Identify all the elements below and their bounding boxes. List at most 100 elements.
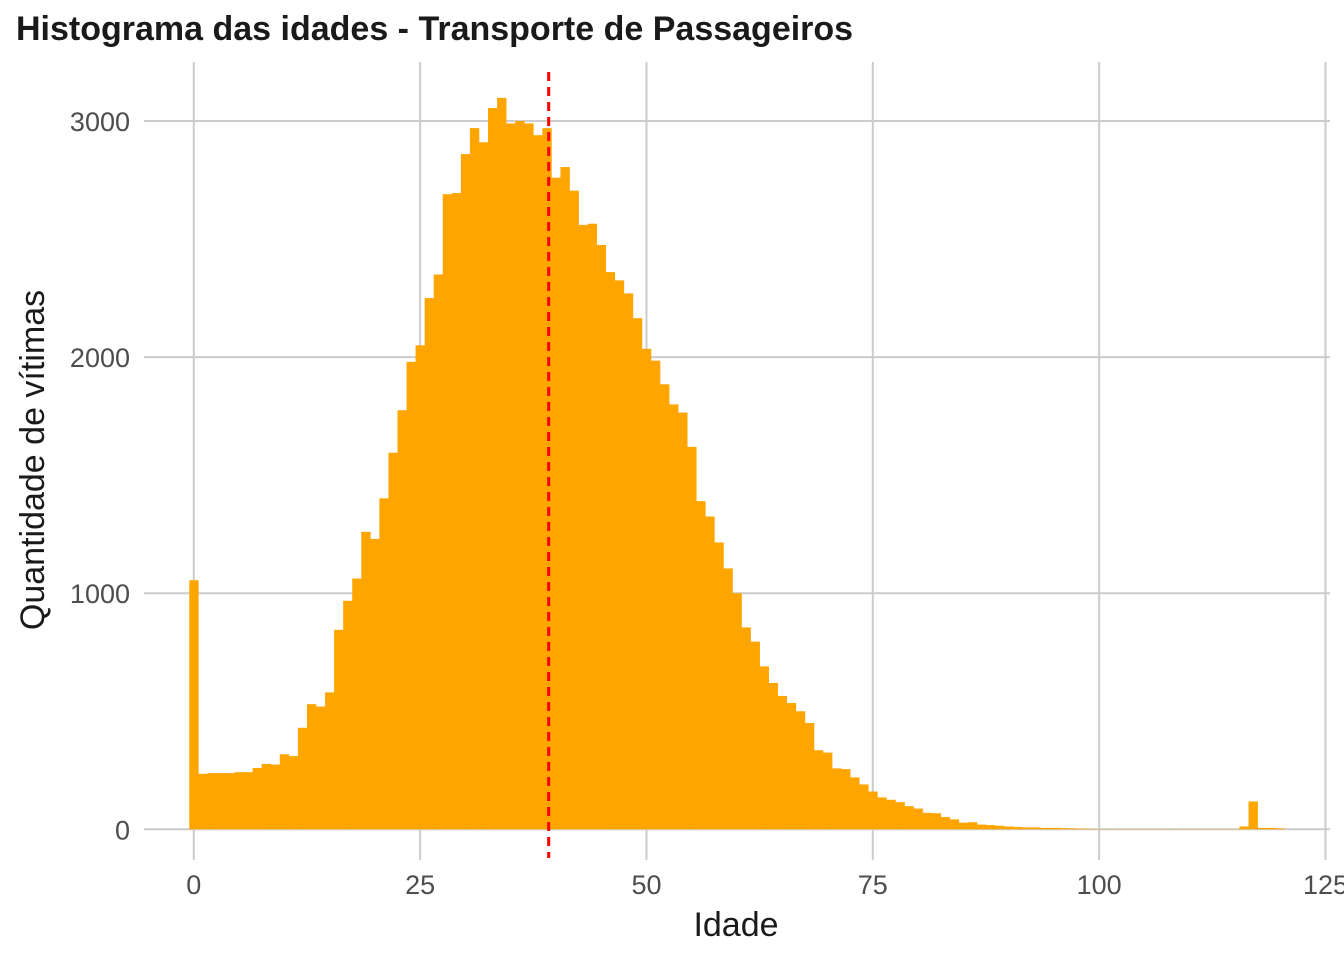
histogram-bar [632, 318, 643, 830]
x-tick-label: 25 [405, 870, 435, 900]
histogram-bar [1257, 827, 1267, 830]
histogram-bar [325, 692, 335, 830]
histogram-bar [750, 641, 760, 830]
histogram-bar [823, 752, 833, 830]
histogram-bar [931, 813, 942, 830]
histogram-bar [497, 97, 507, 830]
histogram-bar [1076, 828, 1086, 830]
histogram-bar [678, 412, 688, 830]
histogram-bar [777, 695, 788, 830]
histogram-bar [705, 516, 715, 830]
histogram-bar [261, 763, 272, 830]
histogram-bar [696, 501, 706, 830]
histogram-bar [660, 384, 670, 830]
histogram-bar [850, 777, 860, 830]
histogram-bar [279, 754, 290, 830]
histogram-bar [234, 772, 244, 830]
histogram-bar [424, 298, 435, 830]
x-axis-title: Idade [693, 906, 778, 944]
histogram-bar [940, 817, 951, 830]
histogram-bar [868, 791, 878, 830]
histogram-bar [995, 825, 1005, 830]
histogram-bar [741, 627, 751, 830]
histogram-bar [533, 135, 543, 830]
x-tick-label: 50 [631, 870, 661, 900]
histogram-bar [1058, 828, 1068, 830]
histogram-bar [759, 666, 769, 830]
histogram-bars [189, 97, 1286, 830]
histogram-bar [542, 128, 552, 830]
histogram-bar [469, 128, 480, 830]
histogram-bar [976, 824, 987, 830]
histogram-bar [958, 822, 969, 830]
histogram-bar [669, 404, 679, 830]
histogram-bar [297, 727, 308, 830]
histogram-bar [841, 769, 851, 830]
histogram-bar [804, 723, 815, 830]
y-tick-label: 0 [115, 815, 130, 845]
y-axis-title: Quantidade de vítimas [14, 290, 52, 630]
histogram-bar [478, 142, 489, 830]
histogram-bar [506, 123, 516, 830]
histogram-bar [569, 190, 579, 830]
y-tick-label: 2000 [70, 343, 130, 373]
histogram-bar [614, 280, 625, 830]
histogram-bar [379, 498, 389, 830]
histogram-bar [1067, 828, 1077, 830]
histogram-bar [1248, 801, 1258, 830]
histogram-bar [732, 593, 742, 830]
histogram-bar [1266, 827, 1276, 830]
histogram-bar [451, 193, 462, 830]
histogram-bar [895, 802, 905, 830]
histogram-bar [460, 154, 471, 830]
chart-title: Histograma das idades - Transporte de Pa… [16, 10, 853, 48]
histogram-bar [859, 784, 869, 830]
histogram-bar [397, 410, 407, 830]
histogram-bar [1275, 828, 1286, 830]
histogram-bar [270, 764, 281, 830]
histogram-bar [415, 345, 425, 830]
histogram-bar [306, 704, 317, 830]
histogram-bar [433, 274, 444, 830]
histogram-bar [515, 121, 525, 830]
histogram-bar [198, 773, 208, 830]
x-tick-label: 100 [1077, 870, 1122, 900]
histogram-bar [1239, 826, 1249, 830]
histogram-bar [207, 773, 217, 830]
histogram-bar [1031, 827, 1041, 830]
histogram-bar [352, 578, 362, 830]
histogram-bar [768, 682, 779, 830]
histogram-bar [886, 799, 896, 830]
histogram-bar [334, 629, 344, 830]
histogram-bar [243, 772, 253, 830]
histogram-bar [650, 360, 661, 830]
x-tick-label: 125 [1303, 870, 1344, 900]
histogram-bar [1004, 826, 1014, 830]
histogram-bar [786, 702, 797, 830]
histogram-bar [714, 542, 724, 830]
histogram-bar [832, 768, 842, 830]
histogram-bar [388, 452, 398, 830]
x-tick-label: 0 [186, 870, 201, 900]
histogram-bar [216, 773, 226, 830]
histogram-bar [967, 822, 978, 830]
y-tick-label: 3000 [70, 107, 130, 137]
histogram-bar [361, 531, 371, 830]
histogram-bar [1022, 827, 1032, 830]
histogram-bar [922, 812, 932, 830]
histogram-bar [343, 600, 353, 830]
histogram-bar [488, 108, 498, 830]
histogram-bar [551, 177, 561, 830]
histogram-bar [560, 167, 570, 830]
tick-labels: 0 25 50 75 100 125 0 1000 2000 3000 [70, 107, 1344, 900]
histogram-bar [288, 756, 299, 830]
histogram-bar [1013, 826, 1023, 830]
histogram-bar [524, 123, 534, 830]
histogram-bar [587, 223, 597, 830]
x-tick-label: 75 [858, 870, 888, 900]
histogram-bar [985, 825, 996, 830]
histogram-bar [225, 773, 235, 830]
histogram-bar [913, 808, 923, 830]
y-tick-label: 1000 [70, 579, 130, 609]
histogram-bar [252, 767, 262, 830]
